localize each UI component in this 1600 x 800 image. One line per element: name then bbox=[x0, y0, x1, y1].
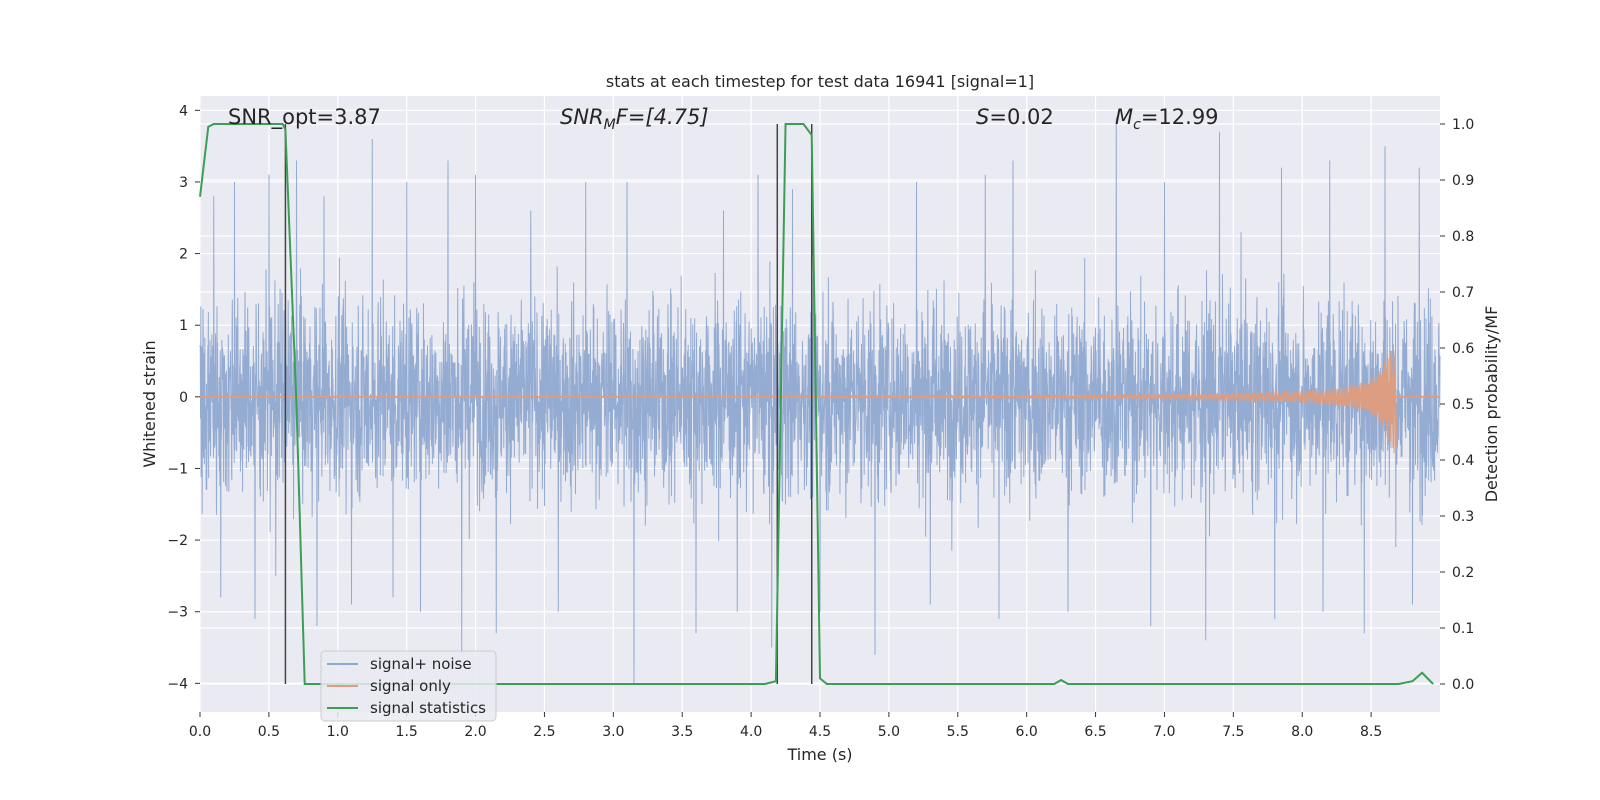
y2-tick-label: 0.5 bbox=[1452, 397, 1474, 413]
x-axis-ticks: 0.0 0.5 1.0 1.5 2.0 2.5 3.0 3.5 4.0 4.5 5.0 5.5 6.0 6… bbox=[189, 712, 1382, 740]
signal-statistics-series bbox=[199, 123, 1434, 685]
y2-tick-label: 0.4 bbox=[1452, 453, 1474, 469]
x-tick-label: 5.0 bbox=[878, 724, 900, 740]
signal-statistics-line bbox=[199, 123, 1434, 685]
x-tick-label: 7.5 bbox=[1222, 724, 1244, 740]
x-tick-label: 3.0 bbox=[602, 724, 624, 740]
y-axis-ticks: 4 3 2 1 0 −1 −2 −3 −4 bbox=[167, 103, 200, 692]
signal-only-series bbox=[200, 344, 1440, 454]
x-tick-label: 8.0 bbox=[1291, 724, 1313, 740]
annotation-snr-mf-main: SNR bbox=[560, 105, 604, 129]
y2-tick-label: 0.3 bbox=[1452, 509, 1474, 525]
x-tick-label: 4.5 bbox=[809, 724, 831, 740]
annotation-mc: Mc=12.99 bbox=[1115, 105, 1219, 133]
y2-axis-label: Detection probability/MF bbox=[1482, 306, 1501, 503]
x-tick-label: 2.5 bbox=[533, 724, 555, 740]
y-tick-label: −2 bbox=[167, 533, 188, 549]
y-axis-label: Whitened strain bbox=[140, 340, 159, 467]
y2-tick-label: 0.6 bbox=[1452, 341, 1474, 357]
annotation-snr-mf-rest: F=[4.75] bbox=[616, 105, 709, 129]
y-tick-label: −1 bbox=[167, 461, 188, 477]
y-tick-label: 4 bbox=[179, 103, 188, 119]
y2-axis-ticks: 1.0 0.9 0.8 0.7 0.6 0.5 0.4 0.3 0.2 0.1 0.0 bbox=[1440, 117, 1474, 693]
y2-tick-label: 0.8 bbox=[1452, 229, 1474, 245]
y2-tick-label: 0.0 bbox=[1452, 677, 1474, 693]
annotation-snr-mf: SNRMF=[4.75] bbox=[560, 105, 709, 133]
legend-label-signal-statistics: signal statistics bbox=[370, 699, 486, 717]
y2-tick-label: 0.2 bbox=[1452, 565, 1474, 581]
x-tick-label: 6.5 bbox=[1084, 724, 1106, 740]
y2-tick-label: 0.7 bbox=[1452, 285, 1474, 301]
legend-label-signal-only: signal only bbox=[370, 677, 451, 695]
annotation-mc-var: M bbox=[1115, 105, 1133, 129]
x-tick-label: 0.0 bbox=[189, 724, 211, 740]
y2-tick-label: 0.9 bbox=[1452, 173, 1474, 189]
y-tick-label: −3 bbox=[167, 605, 188, 621]
x-axis-label: Time (s) bbox=[786, 745, 852, 764]
y-tick-label: 0 bbox=[179, 390, 188, 406]
x-tick-label: 5.5 bbox=[947, 724, 969, 740]
x-tick-label: 2.0 bbox=[464, 724, 486, 740]
annotation-s-var: S bbox=[976, 105, 989, 129]
annotation-snr-opt: SNR_opt=3.87 bbox=[228, 105, 381, 130]
annotation-s-val: =0.02 bbox=[989, 105, 1053, 129]
x-tick-label: 8.5 bbox=[1360, 724, 1382, 740]
legend: signal+ noise signal only signal statist… bbox=[320, 650, 497, 722]
legend-label-signal-noise: signal+ noise bbox=[370, 655, 472, 673]
signal-only-chirp bbox=[805, 344, 1398, 454]
annotation-mc-sub: c bbox=[1133, 117, 1141, 133]
y2-tick-label: 0.1 bbox=[1452, 621, 1474, 637]
y-tick-label: 3 bbox=[179, 175, 188, 191]
annotation-snr-mf-sub: M bbox=[604, 117, 616, 133]
x-tick-label: 7.0 bbox=[1153, 724, 1175, 740]
chart-title: stats at each timestep for test data 169… bbox=[606, 72, 1034, 91]
x-tick-label: 1.5 bbox=[396, 724, 418, 740]
x-tick-label: 0.5 bbox=[258, 724, 280, 740]
x-tick-label: 1.0 bbox=[327, 724, 349, 740]
annotation-mc-val: =12.99 bbox=[1141, 105, 1219, 129]
annotation-s: S=0.02 bbox=[976, 105, 1054, 129]
x-tick-label: 4.0 bbox=[740, 724, 762, 740]
legend-box bbox=[320, 650, 497, 722]
y-tick-label: 2 bbox=[179, 247, 188, 263]
y2-tick-label: 1.0 bbox=[1452, 117, 1474, 133]
x-tick-label: 6.0 bbox=[1016, 724, 1038, 740]
y-tick-label: 1 bbox=[179, 318, 188, 334]
x-tick-label: 3.5 bbox=[671, 724, 693, 740]
y-tick-label: −4 bbox=[167, 676, 188, 692]
